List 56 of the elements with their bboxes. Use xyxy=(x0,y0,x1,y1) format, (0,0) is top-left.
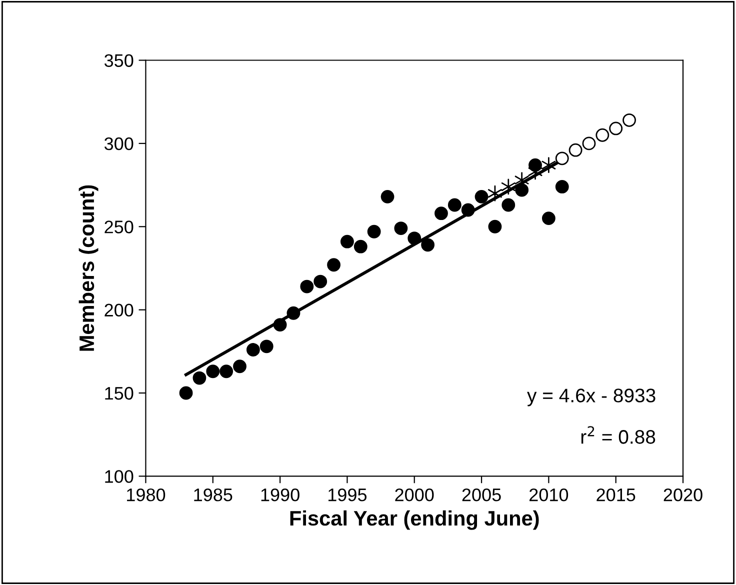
point xyxy=(515,183,529,197)
point xyxy=(314,274,328,288)
x-axis-title: Fiscal Year (ending June) xyxy=(290,510,539,530)
point xyxy=(461,203,475,217)
point xyxy=(408,232,422,245)
point xyxy=(273,318,287,332)
point xyxy=(582,136,596,150)
point xyxy=(367,224,381,238)
point xyxy=(300,280,314,294)
point xyxy=(434,206,448,220)
x-tick-label: 2010 xyxy=(530,488,568,502)
point xyxy=(488,220,502,234)
point xyxy=(340,234,354,248)
x-tick-label: 1985 xyxy=(194,488,232,502)
x-tick-label: 2015 xyxy=(596,488,636,502)
point xyxy=(394,222,408,235)
point xyxy=(488,185,502,202)
x-tick-label: 2000 xyxy=(395,488,434,502)
x-tick-label: 1995 xyxy=(328,488,367,502)
point xyxy=(501,178,516,195)
point xyxy=(542,157,556,174)
point xyxy=(380,190,394,204)
point xyxy=(448,198,462,212)
point xyxy=(502,198,516,212)
point xyxy=(246,343,260,356)
point xyxy=(233,360,246,374)
x-tick-label: 1990 xyxy=(261,488,300,502)
y-tick-label: 150 xyxy=(105,386,134,400)
x-tick-label: 1980 xyxy=(127,488,166,502)
point xyxy=(354,240,368,254)
point xyxy=(327,258,340,272)
point xyxy=(179,386,193,400)
point xyxy=(421,238,435,252)
point xyxy=(206,364,220,378)
point xyxy=(596,128,610,142)
point xyxy=(260,340,274,354)
y-tick-label: 350 xyxy=(104,54,134,67)
y-tick-label: 100 xyxy=(105,470,134,483)
x-tick-label: 2020 xyxy=(664,488,702,502)
y-tick-label: 200 xyxy=(104,304,134,317)
point xyxy=(555,152,569,166)
annotation: y = 4.6x - 8933 xyxy=(527,388,656,406)
y-axis-title: Members (count) xyxy=(78,185,98,351)
point xyxy=(474,190,488,204)
point xyxy=(192,371,206,385)
point xyxy=(609,122,623,136)
point xyxy=(286,306,300,320)
y-tick-label: 300 xyxy=(104,137,134,150)
point xyxy=(622,113,636,127)
point xyxy=(542,212,556,226)
x-tick-label: 2005 xyxy=(462,488,501,502)
annotation: r$^{2}$ = 0.88 xyxy=(581,426,656,444)
y-tick-label: 250 xyxy=(104,220,134,234)
point xyxy=(568,143,582,157)
point xyxy=(220,364,234,378)
point xyxy=(555,180,569,194)
